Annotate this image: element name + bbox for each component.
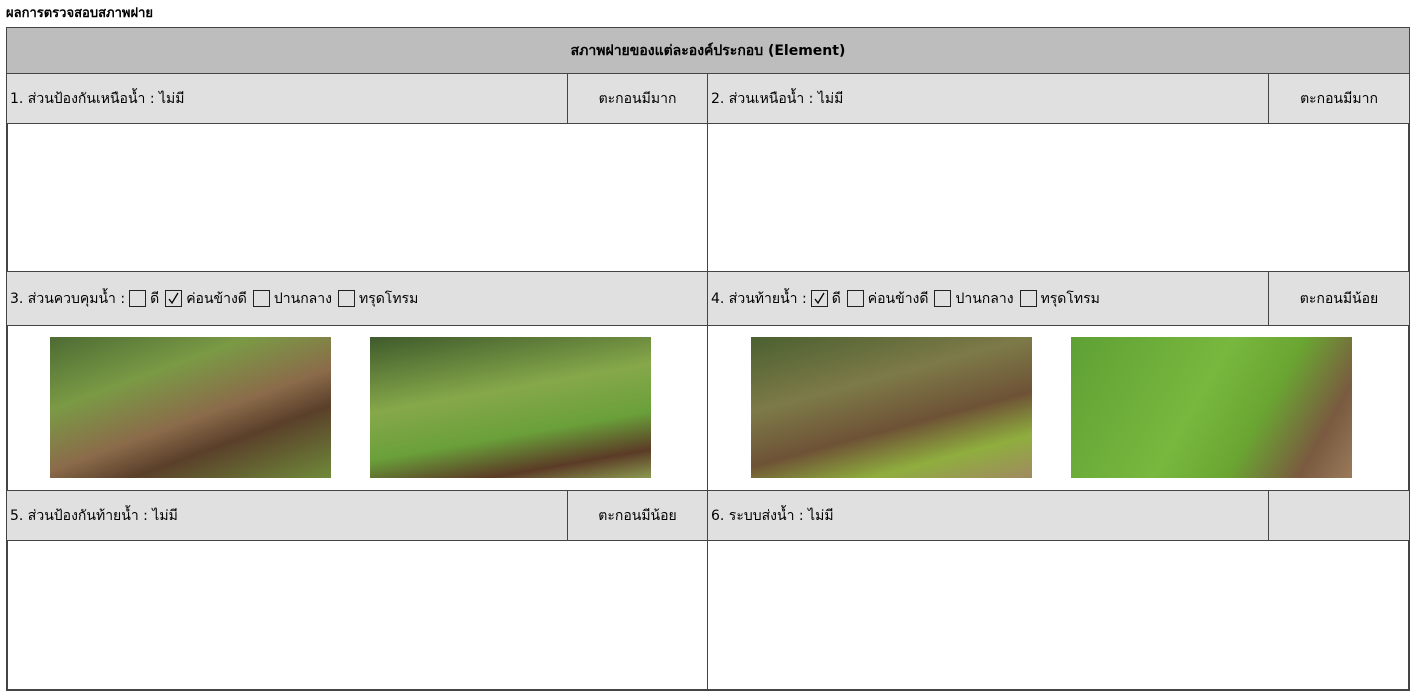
checkbox xyxy=(252,290,270,307)
option-label: ค่อนข้างดี xyxy=(186,290,247,307)
section-note: ตะกอนมีน้อย xyxy=(567,490,708,541)
checkbox xyxy=(165,290,183,307)
option-label: ดี xyxy=(150,290,160,307)
checkbox xyxy=(129,290,147,307)
photo xyxy=(370,337,651,478)
options: ดี ค่อนข้างดี ปานกลาง ทรุดโทรม xyxy=(125,288,420,310)
option-label: ปานกลาง xyxy=(955,290,1014,307)
option-label: ทรุดโทรม xyxy=(1040,290,1100,307)
section-label: 2. ส่วนเหนือน้ำ : ไม่มี xyxy=(707,73,1269,124)
section-label: 4. ส่วนท้ายน้ำ : xyxy=(711,290,807,307)
section-note: ตะกอนมีมาก xyxy=(567,73,708,124)
section-note xyxy=(1268,490,1410,541)
section-label: 6. ระบบส่งน้ำ : ไม่มี xyxy=(707,490,1269,541)
blank-cell xyxy=(707,123,1410,272)
blank-cell xyxy=(707,540,1410,691)
option-label: ทรุดโทรม xyxy=(358,290,419,307)
section-note: ตะกอนมีน้อย xyxy=(1268,271,1410,326)
check-mark xyxy=(814,292,825,305)
photo xyxy=(50,337,331,478)
option-label: ดี xyxy=(831,290,841,307)
section-note: ตะกอนมีมาก xyxy=(1268,73,1410,124)
section-label: 3. ส่วนควบคุมน้ำ : xyxy=(10,290,126,307)
checkbox xyxy=(337,290,355,307)
section-row: 4. ส่วนท้ายน้ำ : ดี ค่อนข้างดี ปานกลาง ทรุดโ… xyxy=(707,271,1269,326)
checkbox xyxy=(846,290,864,307)
checkbox xyxy=(934,290,952,307)
section-label: 5. ส่วนป้องกันท้ายน้ำ : ไม่มี xyxy=(6,490,568,541)
page-title: ผลการตรวจสอบสภาพฝาย xyxy=(6,6,153,21)
blank-cell xyxy=(6,123,708,272)
table-title: สภาพฝายของแต่ละองค์ประกอบ (Element) xyxy=(6,27,1410,74)
photo xyxy=(751,337,1032,478)
checkbox xyxy=(810,290,828,307)
section-label: 1. ส่วนป้องกันเหนือน้ำ : ไม่มี xyxy=(6,73,568,124)
blank-cell xyxy=(6,540,708,691)
section-row: 3. ส่วนควบคุมน้ำ : ดี ค่อนข้างดี ปานกลาง ทรุ… xyxy=(6,271,708,326)
check-mark xyxy=(168,292,179,305)
option-label: ค่อนข้างดี xyxy=(867,290,929,307)
option-label: ปานกลาง xyxy=(273,290,332,307)
checkbox xyxy=(1019,290,1037,307)
options: ดี ค่อนข้างดี ปานกลาง ทรุดโทรม xyxy=(807,288,1102,310)
photo xyxy=(1071,337,1352,478)
